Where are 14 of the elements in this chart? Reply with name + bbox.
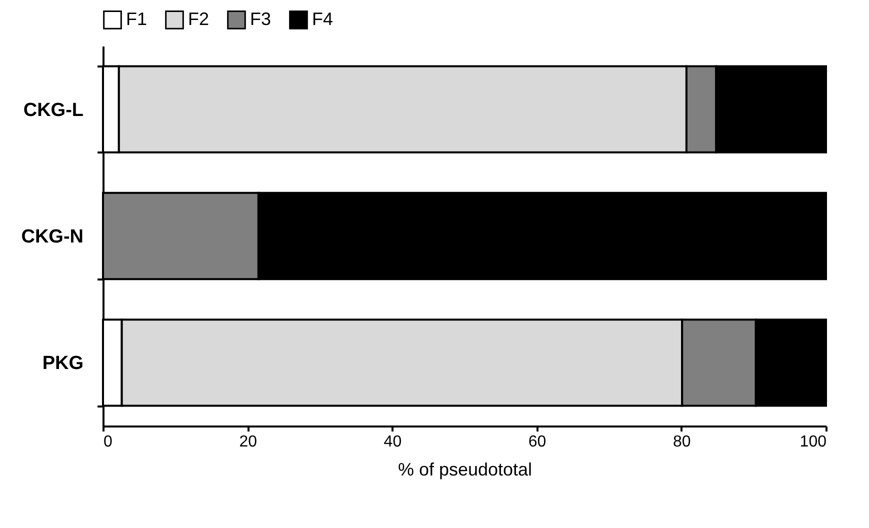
x-tick-label: 80 [673,434,691,450]
legend-label: F4 [312,8,334,29]
x-axis-title: % of pseudototal [398,460,532,480]
legend-label: F2 [188,8,210,29]
legend-label: F1 [126,8,148,29]
y-tick-label: PKG [42,353,84,374]
x-tick-label: 0 [104,434,112,450]
y-tick-label: CKG-L [23,100,84,121]
legend-label: F3 [250,8,272,29]
x-tick-label: 20 [239,434,258,450]
x-tick-label: 40 [384,434,402,450]
y-tick-label: CKG-N [21,226,84,248]
x-tick-label: 100 [800,434,827,450]
x-tick-label: 60 [528,434,546,450]
